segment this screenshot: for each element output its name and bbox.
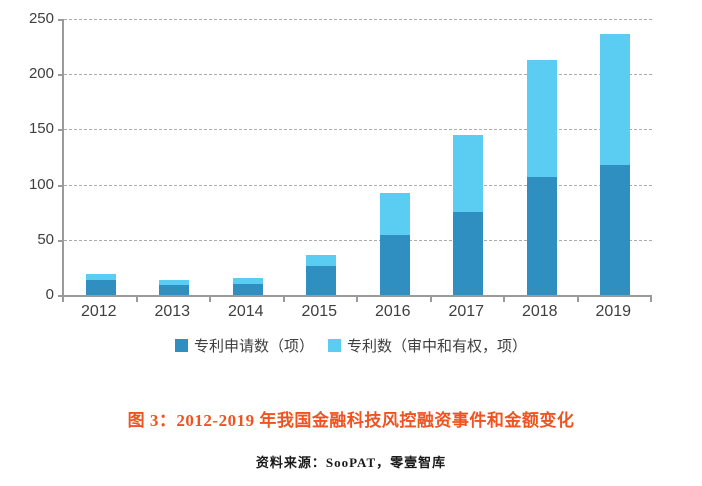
stacked-bar-chart: 0 50 100 150 200 250 2012 2013 2014 2015 2016 2017 2… <box>28 10 652 320</box>
legend-label-patents: 专利数（审中和有权，项） <box>347 338 528 355</box>
y-axis-tick-mark <box>58 295 63 297</box>
gridline-y-250 <box>64 19 652 20</box>
bar-segment-2019 <box>600 164 631 295</box>
legend-item-patents: 专利数（审中和有权，项） <box>328 335 527 356</box>
bar-group-2019 <box>579 34 653 295</box>
x-axis-tick-mark <box>282 297 285 302</box>
bar-segment-2018 <box>526 176 557 295</box>
bar-segment-2015 <box>306 255 337 267</box>
bar-group-2013 <box>138 279 212 295</box>
x-axis-tick-mark <box>135 297 138 302</box>
x-axis-tick-mark <box>503 297 505 302</box>
x-axis-tick-label-2018: 2018 <box>521 303 558 320</box>
bar-group-2018 <box>505 59 579 295</box>
x-axis-tick-mark <box>429 297 432 302</box>
legend-swatch-light-blue <box>328 339 341 352</box>
plot-area <box>62 19 652 297</box>
bar-segment-2017 <box>453 212 484 295</box>
legend-label-applications: 专利申请数（项） <box>193 338 314 355</box>
bar-segment-2016 <box>379 235 410 295</box>
x-axis-tick-mark <box>356 297 358 302</box>
data-source-note: 资料来源：SooPAT，零壹智库 <box>255 455 447 470</box>
y-axis-tick-label-50: 50 <box>37 230 54 248</box>
bar-segment-2019 <box>600 34 631 165</box>
x-axis-tick-label-2015: 2015 <box>301 303 338 320</box>
bar-segment-2014 <box>232 278 263 284</box>
x-axis-tick-label-2019: 2019 <box>595 303 632 320</box>
x-axis-tick-label-2012: 2012 <box>80 303 117 320</box>
y-axis-tick-label-0: 0 <box>45 286 54 303</box>
y-axis-tick-label-250: 250 <box>28 10 54 27</box>
y-axis-tick-mark <box>58 19 63 21</box>
gridline-y-50 <box>64 239 652 241</box>
y-axis-tick-label-200: 200 <box>28 65 54 83</box>
x-axis-tick-mark <box>650 297 652 302</box>
y-axis-tick-mark <box>58 184 63 187</box>
figure-caption: 图 3：2012-2019 年我国金融科技风控融资事件和金额变化 <box>127 411 575 430</box>
legend-swatch-dark-blue <box>174 339 188 352</box>
y-axis-tick-label-150: 150 <box>28 120 54 138</box>
x-axis-tick-label-2014: 2014 <box>227 303 264 320</box>
chart-legend: 专利申请数（项） 专利数（审中和有权，项） <box>0 335 702 356</box>
bar-segment-2018 <box>526 59 557 177</box>
y-axis-tick-label-100: 100 <box>28 175 54 193</box>
bar-segment-2013 <box>159 285 190 295</box>
x-axis-tick-label-2017: 2017 <box>448 303 485 320</box>
bar-segment-2012 <box>85 279 116 295</box>
bar-segment-2013 <box>159 279 190 286</box>
x-axis-tick-label-2016: 2016 <box>374 303 411 320</box>
bar-segment-2016 <box>379 193 410 236</box>
x-axis-tick-mark <box>62 297 64 302</box>
y-axis-tick-mark <box>58 129 63 132</box>
bar-segment-2015 <box>306 266 337 295</box>
bar-group-2014 <box>211 278 285 295</box>
bar-group-2017 <box>432 134 506 295</box>
x-axis-tick-mark <box>209 297 211 302</box>
x-axis-tick-mark <box>576 297 579 302</box>
bar-segment-2012 <box>85 274 116 280</box>
x-axis-tick-label-2013: 2013 <box>154 303 191 320</box>
bar-segment-2014 <box>232 283 263 295</box>
bar-group-2012 <box>64 274 138 295</box>
gridline-y-200 <box>64 74 652 76</box>
legend-item-applications: 专利申请数（项） <box>174 335 314 356</box>
gridline-y-100 <box>64 184 652 186</box>
gridline-y-150 <box>64 129 652 131</box>
bar-group-2015 <box>285 255 359 295</box>
y-axis-tick-mark <box>58 74 63 77</box>
y-axis-tick-mark <box>58 239 63 242</box>
bar-segment-2017 <box>453 134 484 213</box>
bar-group-2016 <box>358 193 432 295</box>
